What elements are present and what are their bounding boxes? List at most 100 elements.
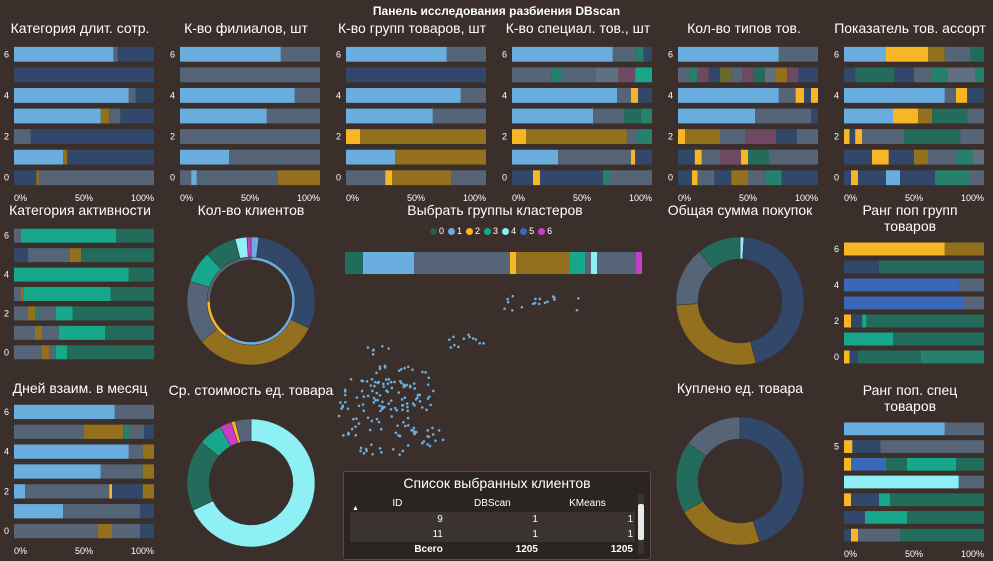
bar-segment xyxy=(886,457,907,471)
scatter-point xyxy=(434,439,437,443)
y-tick-label: 4 xyxy=(834,280,839,290)
bar-chart[interactable]: 50% 50% 100% xyxy=(830,420,990,560)
bar-segment xyxy=(944,242,984,256)
donut-chart[interactable] xyxy=(655,402,825,552)
table-title: Список выбранных клиентов xyxy=(403,475,591,491)
bar-segment xyxy=(972,149,984,165)
legend-item[interactable]: 3 xyxy=(484,226,498,236)
scatter-point xyxy=(543,301,547,305)
col-dbscan[interactable]: DBScan xyxy=(474,497,511,509)
bar-segment xyxy=(944,88,956,103)
scatter-point xyxy=(402,385,406,389)
panel-total-purchases: Общая сумма покупок xyxy=(655,202,825,372)
cluster-bar[interactable] xyxy=(345,252,645,274)
scatter-point xyxy=(366,346,370,349)
scatter-point xyxy=(357,404,361,408)
y-tick-label: 2 xyxy=(4,132,9,142)
bar-segment xyxy=(135,88,154,103)
legend-item[interactable]: 0 xyxy=(430,226,444,236)
x-tick-label: 50% xyxy=(75,546,93,556)
bar-chart[interactable]: 0 2 4 6 xyxy=(830,240,990,370)
bar-segment xyxy=(944,422,984,436)
sort-up-icon[interactable]: ▲ xyxy=(352,505,359,512)
bar-segment xyxy=(294,88,320,103)
bar-segment xyxy=(512,129,526,144)
bar-segment xyxy=(42,325,59,340)
legend-item[interactable]: 5 xyxy=(520,226,534,236)
bar-segment xyxy=(278,170,320,186)
bar-segment xyxy=(14,88,129,103)
bar-segment xyxy=(14,228,21,243)
donut-chart[interactable] xyxy=(655,222,825,372)
chart-title: Категория длит. сотр. xyxy=(10,20,150,36)
scatter-plot[interactable] xyxy=(337,284,645,474)
scatter-point xyxy=(390,415,394,418)
bar-segment xyxy=(697,170,715,186)
donut-chart[interactable] xyxy=(166,404,336,554)
legend-label: 5 xyxy=(529,226,535,236)
scatter-point xyxy=(426,383,430,386)
scatter-point xyxy=(369,384,373,387)
scatter-point xyxy=(376,398,379,402)
legend-dot-icon xyxy=(484,227,492,235)
bar-chart[interactable]: 0 2 4 6 xyxy=(0,226,160,366)
scatter-point xyxy=(441,438,445,442)
col-id[interactable]: ID xyxy=(392,497,403,509)
legend-item[interactable]: 1 xyxy=(448,226,462,236)
scatter-point xyxy=(371,389,374,393)
scatter-point xyxy=(538,297,542,301)
y-tick-label: 6 xyxy=(170,49,175,59)
bar-segment xyxy=(958,475,984,489)
table-row[interactable]: 9 1 1 xyxy=(350,512,635,527)
bar-chart[interactable]: 0 2 4 6 0% 50% 100% xyxy=(332,44,492,204)
bar-segment xyxy=(764,67,776,83)
table-scrollbar[interactable] xyxy=(638,494,644,554)
legend-dot-icon xyxy=(538,227,546,235)
scatter-point xyxy=(370,443,373,446)
legend-item[interactable]: 4 xyxy=(502,226,516,236)
legend-item[interactable]: 6 xyxy=(538,226,552,236)
table-row[interactable]: 11 1 1 xyxy=(350,527,635,542)
chart-title: К-во специал. тов., шт xyxy=(505,20,651,36)
scatter-point xyxy=(462,337,466,341)
scatter-point xyxy=(379,427,383,431)
bar-segment xyxy=(39,306,56,321)
scatter-point xyxy=(396,424,399,427)
bar-segment xyxy=(731,170,748,186)
col-kmeans[interactable]: KMeans xyxy=(569,497,606,509)
bar-chart[interactable]: 0 2 4 6 0% 50% 100% xyxy=(498,44,658,204)
x-tick-label: 50% xyxy=(573,193,591,203)
bar-segment xyxy=(720,149,741,165)
bar-segment xyxy=(844,170,851,186)
scatter-point xyxy=(478,341,481,345)
bar-segment xyxy=(701,149,720,165)
donut-slice xyxy=(675,443,707,513)
bar-segment xyxy=(865,511,907,524)
x-tick-label: 0% xyxy=(14,546,27,556)
chart-title: Категория активности xyxy=(9,202,151,218)
bar-segment xyxy=(533,170,540,186)
scatter-point xyxy=(375,417,379,421)
scatter-point xyxy=(374,380,377,384)
bar-chart[interactable]: 0 2 4 6 0% 50% 100% xyxy=(0,402,160,557)
bar-chart[interactable]: 0 2 4 6 0% 50% 100% xyxy=(166,44,326,204)
bar-segment xyxy=(886,170,900,186)
bar-chart[interactable]: 0 2 4 6 0% 50% 100% xyxy=(0,44,160,204)
bar-segment xyxy=(844,314,851,328)
scrollbar-thumb[interactable] xyxy=(638,504,644,540)
bar-segment xyxy=(844,129,850,144)
cluster-legend[interactable]: 0 1 2 3 4 5 6 xyxy=(430,226,630,236)
bar-segment xyxy=(935,170,970,186)
bar-segment xyxy=(888,149,914,165)
donut-chart[interactable] xyxy=(166,222,336,372)
scatter-point xyxy=(471,337,475,340)
bar-segment xyxy=(67,345,154,360)
legend-item[interactable]: 2 xyxy=(466,226,480,236)
bar-chart[interactable]: 0 2 4 6 0% 50% 100% xyxy=(664,44,824,204)
bar-chart[interactable]: 0 2 4 6 0% 50% 100% xyxy=(830,44,990,204)
scatter-point xyxy=(378,404,381,408)
scatter-point xyxy=(359,446,363,450)
donut-slice xyxy=(687,416,741,457)
clients-table[interactable]: ID DBScan KMeans 9 1 1 11 1 1 Всего 1205… xyxy=(350,494,635,557)
bar-segment xyxy=(626,129,638,144)
